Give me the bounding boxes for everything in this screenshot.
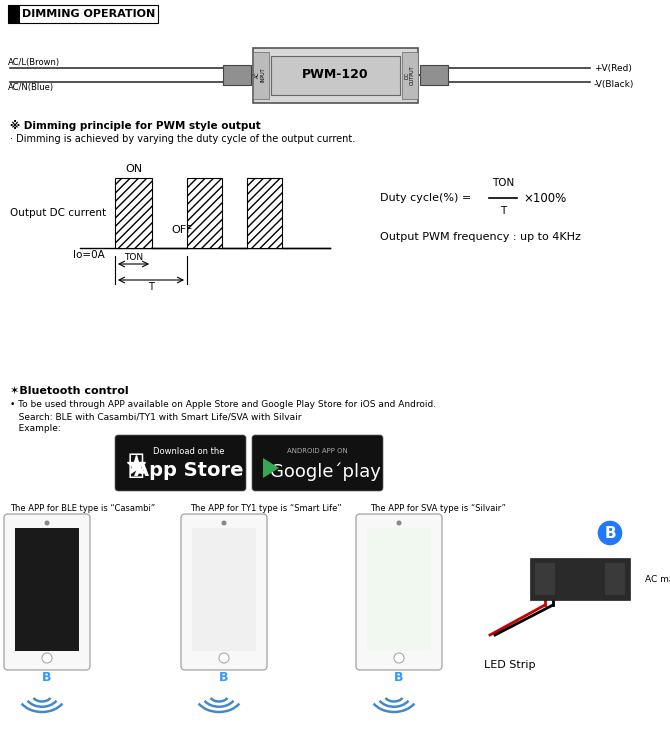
- Text: ×100%: ×100%: [523, 192, 566, 204]
- Bar: [530, 558, 630, 600]
- Text: OFF: OFF: [172, 225, 193, 235]
- Bar: [8, 5, 158, 23]
- Text: • To be used through APP available on Apple Store and Google Play Store for iOS : • To be used through APP available on Ap…: [10, 400, 436, 409]
- Text: TON: TON: [492, 178, 514, 188]
- Polygon shape: [263, 458, 279, 478]
- Text: +V(Red): +V(Red): [594, 63, 632, 72]
- Text: ON: ON: [125, 164, 142, 174]
- Circle shape: [44, 521, 50, 525]
- Text: AC
INPUT: AC INPUT: [255, 68, 266, 82]
- Bar: [271, 55, 399, 95]
- Text: T: T: [148, 282, 154, 292]
- Bar: [247, 178, 282, 248]
- Text: · Dimming is achieved by varying the duty cycle of the output current.: · Dimming is achieved by varying the dut…: [10, 134, 355, 144]
- Bar: [535, 563, 555, 595]
- Text: Output PWM frequency : up to 4KHz: Output PWM frequency : up to 4KHz: [380, 232, 581, 242]
- Text: B: B: [42, 671, 52, 684]
- Text: AC/N(Blue): AC/N(Blue): [8, 83, 54, 92]
- Text: ✶Bluetooth control: ✶Bluetooth control: [10, 386, 129, 396]
- Text: -V(Black): -V(Black): [594, 80, 634, 89]
- Circle shape: [219, 653, 229, 663]
- Bar: [187, 178, 222, 248]
- Text: PWM-120: PWM-120: [302, 69, 368, 81]
- Circle shape: [394, 653, 404, 663]
- Text: ANDROID APP ON: ANDROID APP ON: [287, 448, 348, 454]
- Bar: [401, 51, 417, 98]
- FancyBboxPatch shape: [115, 435, 246, 491]
- Bar: [222, 65, 251, 85]
- Text: Io=0A: Io=0A: [73, 250, 105, 260]
- Text: Search: BLE with Casambi/TY1 with Smart Life/SVA with Silvair: Search: BLE with Casambi/TY1 with Smart …: [10, 412, 302, 421]
- FancyBboxPatch shape: [252, 435, 383, 491]
- Text: Duty cycle(%) =: Duty cycle(%) =: [380, 193, 475, 203]
- Bar: [8, 5, 20, 23]
- Bar: [253, 48, 417, 102]
- Text: Googleˊplay: Googleˊplay: [270, 463, 381, 481]
- Text: DC
OUTPUT: DC OUTPUT: [404, 65, 415, 85]
- Circle shape: [42, 653, 52, 663]
- Text: The APP for TY1 type is “Smart Life”: The APP for TY1 type is “Smart Life”: [190, 504, 342, 513]
- Text: B: B: [604, 525, 616, 541]
- Text: Download on the: Download on the: [153, 448, 224, 457]
- Text: Example:: Example:: [10, 424, 61, 433]
- Text: LED Strip: LED Strip: [484, 660, 536, 670]
- Text: DIMMING OPERATION: DIMMING OPERATION: [22, 9, 155, 19]
- Text: Output DC current: Output DC current: [10, 208, 106, 218]
- FancyBboxPatch shape: [4, 514, 90, 670]
- Circle shape: [397, 521, 401, 525]
- Bar: [253, 51, 269, 98]
- Text: B: B: [219, 671, 228, 684]
- Text: App Store: App Store: [134, 462, 243, 480]
- Text: The APP for SVA type is “Silvair”: The APP for SVA type is “Silvair”: [370, 504, 506, 513]
- Bar: [115, 178, 152, 248]
- FancyBboxPatch shape: [356, 514, 442, 670]
- Text: T: T: [500, 206, 506, 216]
- Bar: [605, 563, 625, 595]
- Bar: [419, 65, 448, 85]
- Text: : : [128, 451, 144, 479]
- Circle shape: [222, 521, 226, 525]
- Text: TON: TON: [124, 253, 143, 262]
- Text: ※ Dimming principle for PWM style output: ※ Dimming principle for PWM style output: [10, 120, 261, 131]
- Bar: [192, 528, 256, 651]
- Text: The APP for BLE type is “Casambi”: The APP for BLE type is “Casambi”: [10, 504, 155, 513]
- Circle shape: [597, 520, 623, 546]
- Text: AC/L(Brown): AC/L(Brown): [8, 58, 60, 67]
- Bar: [15, 528, 79, 651]
- Text: AC mains: AC mains: [645, 574, 670, 583]
- Bar: [367, 528, 431, 651]
- FancyBboxPatch shape: [181, 514, 267, 670]
- Text: B: B: [394, 671, 404, 684]
